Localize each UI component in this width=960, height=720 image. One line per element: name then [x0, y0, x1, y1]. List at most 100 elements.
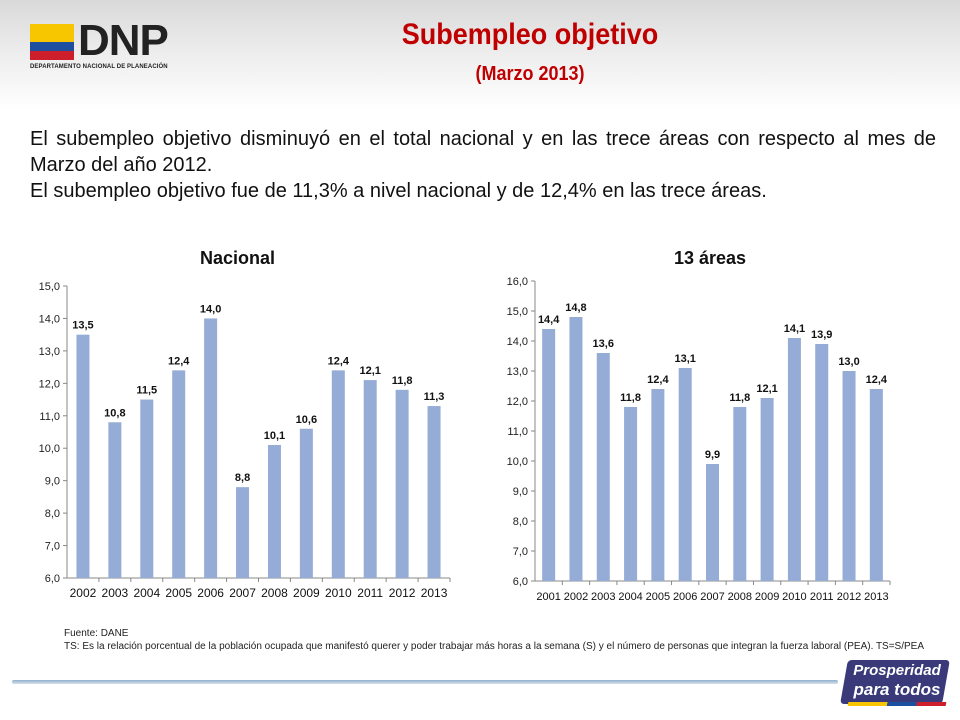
data-label: 12,4 [168, 355, 190, 367]
x-tick-label: 2006 [673, 591, 697, 603]
x-tick-label: 2002 [70, 586, 97, 600]
definition-note: TS: Es la relación porcentual de la pobl… [64, 641, 925, 652]
prosperidad-logo: Prosperidad para todos [840, 656, 950, 708]
data-label: 12,1 [359, 365, 380, 377]
intro-paragraph-2: El subempleo objetivo fue de 11,3% a niv… [30, 180, 767, 202]
bar-2011 [815, 344, 829, 581]
x-tick-label: 2003 [102, 586, 129, 600]
x-tick-label: 2007 [700, 591, 724, 603]
y-tick-label: 9,0 [513, 486, 528, 498]
chart-title-nacional: Nacional [200, 248, 276, 268]
page-subtitle: (Marzo 2013) [475, 63, 585, 85]
data-label: 10,6 [296, 414, 317, 426]
data-label: 11,8 [392, 375, 413, 387]
data-label: 13,0 [838, 356, 859, 368]
x-tick-label: 2009 [293, 586, 320, 600]
page-title: Subempleo objetivo [401, 18, 659, 51]
bar-2012 [842, 371, 856, 581]
x-tick-label: 2013 [421, 586, 448, 600]
y-tick-label: 6,0 [513, 576, 528, 588]
data-label: 12,4 [647, 374, 669, 386]
y-tick-label: 13,0 [39, 346, 60, 358]
y-tick-label: 8,0 [513, 516, 528, 528]
bar-2008 [733, 407, 747, 581]
data-label: 12,4 [328, 355, 350, 367]
data-label: 13,5 [72, 320, 93, 332]
data-label: 12,1 [756, 383, 777, 395]
y-tick-label: 7,0 [513, 546, 528, 558]
chart-nacional: 6,0 7,0 8,0 9,0 10,0 11,0 12,0 13,0 14,0 15,0 13,5… [39, 281, 451, 600]
data-label: 11,8 [729, 392, 750, 404]
bar-2001 [542, 329, 556, 581]
x-tick-label: 2004 [618, 591, 642, 603]
intro-text: El subempleo objetivo disminuyó en el to… [30, 126, 936, 204]
data-label: 11,8 [620, 392, 641, 404]
x-tick-label: 2010 [325, 586, 352, 600]
y-tick-label: 10,0 [39, 443, 60, 455]
x-tick-label: 2005 [165, 586, 192, 600]
data-label: 9,9 [705, 449, 720, 461]
x-tick-label: 2001 [536, 591, 560, 603]
data-label: 10,1 [264, 430, 285, 442]
x-tick-label: 2003 [591, 591, 615, 603]
x-tick-label: 2005 [646, 591, 670, 603]
bar-2007 [706, 464, 719, 581]
bar-2009 [760, 398, 774, 581]
bar-2012 [395, 389, 409, 578]
bar-2002 [569, 317, 583, 581]
y-tick-label: 15,0 [39, 281, 60, 293]
x-tick-label: 2012 [837, 591, 861, 603]
y-tick-label: 7,0 [45, 541, 60, 553]
bar-2003 [596, 353, 610, 581]
data-label: 14,4 [538, 314, 560, 326]
data-label: 8,8 [235, 472, 250, 484]
bar-2011 [363, 380, 377, 578]
y-tick-label: 10,0 [507, 456, 528, 468]
bottom-divider [12, 680, 838, 684]
x-tick-label: 2013 [864, 591, 888, 603]
y-tick-label: 15,0 [507, 306, 528, 318]
bar-2013 [427, 406, 441, 578]
x-tick-label: 2008 [728, 591, 752, 603]
x-tick-label: 2009 [755, 591, 779, 603]
footer-notes: Fuente: DANE TS: Es la relación porcentu… [64, 627, 944, 653]
dnp-logo: DNP DEPARTAMENTO NACIONAL DE PLANEACIÓN [30, 16, 190, 70]
bar-2010 [331, 370, 345, 578]
colombia-flag-icon [30, 24, 74, 60]
x-tick-label: 2011 [357, 586, 383, 600]
prosperidad-logo-line1: Prosperidad [853, 662, 941, 679]
y-tick-label: 16,0 [507, 276, 528, 288]
y-tick-label: 9,0 [45, 476, 60, 488]
logo-text: DNP [78, 16, 169, 65]
logo-subtext: DEPARTAMENTO NACIONAL DE PLANEACIÓN [30, 64, 168, 70]
bar-2009 [299, 428, 313, 578]
x-tick-label: 2008 [261, 586, 288, 600]
source-text: Fuente: DANE [64, 628, 129, 639]
data-label: 14,0 [200, 303, 221, 315]
x-tick-label: 2002 [564, 591, 588, 603]
data-label: 12,4 [866, 374, 888, 386]
y-tick-label: 11,0 [39, 411, 60, 423]
bar-2008 [267, 444, 281, 578]
data-label: 10,8 [104, 407, 125, 419]
y-tick-label: 6,0 [45, 573, 60, 585]
chart-13-areas: 6,0 7,0 8,0 9,0 10,0 11,0 12,0 13,0 14,0 15,0 16,0… [507, 276, 891, 603]
y-tick-label: 8,0 [45, 508, 60, 520]
bar-2010 [787, 338, 801, 581]
data-label: 13,9 [811, 329, 832, 341]
x-tick-label: 2004 [133, 586, 160, 600]
data-label: 11,3 [424, 391, 445, 403]
x-tick-label: 2012 [389, 586, 416, 600]
data-label: 13,6 [593, 338, 614, 350]
y-tick-label: 14,0 [507, 336, 528, 348]
bar-2013 [869, 389, 883, 581]
prosperidad-logo-stripe [847, 702, 947, 706]
bar-2005 [172, 370, 186, 578]
prosperidad-logo-line2: para todos [853, 680, 941, 699]
chart-title-13-areas: 13 áreas [674, 248, 747, 268]
y-tick-label: 13,0 [507, 366, 528, 378]
bar-2006 [204, 318, 218, 578]
data-label: 11,5 [136, 385, 157, 397]
bar-2004 [140, 399, 154, 578]
bar-2007 [236, 487, 250, 578]
